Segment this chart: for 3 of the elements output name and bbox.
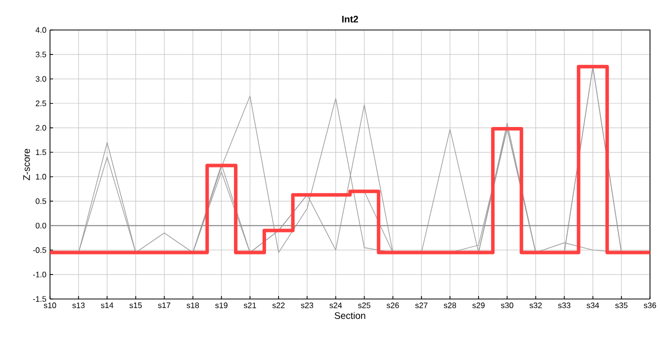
x-axis-title: Section xyxy=(334,312,366,319)
y-axis-title: Z-score xyxy=(23,148,30,180)
chart-title: Int2 xyxy=(342,16,358,22)
